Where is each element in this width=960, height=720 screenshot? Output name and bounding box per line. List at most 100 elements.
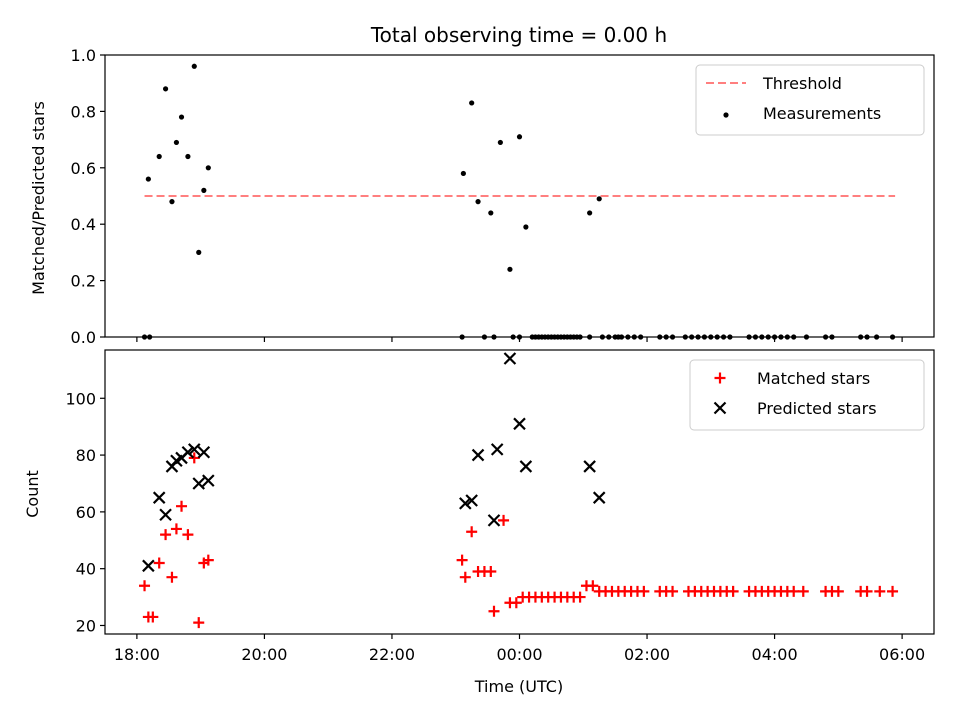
y-tick-label: 1.0 bbox=[71, 46, 96, 65]
data-point bbox=[185, 153, 191, 160]
data-point bbox=[788, 585, 800, 597]
data-point bbox=[188, 452, 200, 464]
data-point bbox=[503, 352, 517, 365]
data-point bbox=[205, 165, 211, 171]
y-tick-label: 0.0 bbox=[71, 328, 96, 347]
data-point bbox=[156, 153, 162, 160]
data-point bbox=[475, 199, 481, 205]
data-point bbox=[196, 249, 202, 255]
data-point bbox=[574, 591, 586, 603]
data-point bbox=[874, 585, 886, 597]
data-point bbox=[832, 585, 844, 597]
x-tick-label: 06:00 bbox=[879, 645, 925, 664]
data-point bbox=[488, 605, 500, 617]
data-point bbox=[460, 170, 466, 177]
data-point bbox=[187, 443, 201, 456]
legend-swatch bbox=[723, 112, 729, 118]
legend-box bbox=[695, 64, 925, 136]
data-point bbox=[456, 554, 468, 566]
x-axis-label: Time (UTC) bbox=[474, 677, 563, 696]
data-point bbox=[152, 491, 166, 504]
y-tick-label: 0.6 bbox=[71, 159, 96, 178]
data-point bbox=[583, 460, 596, 473]
data-point bbox=[485, 566, 497, 578]
data-point bbox=[469, 100, 475, 106]
data-point bbox=[192, 477, 206, 490]
x-tick-label: 20:00 bbox=[241, 645, 287, 664]
data-point bbox=[459, 497, 472, 510]
data-point bbox=[516, 134, 523, 140]
data-point bbox=[202, 554, 214, 566]
data-point bbox=[202, 474, 215, 487]
data-point bbox=[160, 529, 172, 541]
data-point bbox=[510, 597, 522, 609]
data-point bbox=[861, 585, 873, 597]
y-tick-label: 100 bbox=[65, 389, 96, 408]
data-point bbox=[176, 500, 188, 512]
data-point bbox=[162, 86, 169, 92]
x-tick-label: 00:00 bbox=[496, 645, 542, 664]
y-axis-label-ratio: Matched/Predicted stars bbox=[29, 101, 48, 295]
data-point bbox=[587, 580, 599, 592]
data-point bbox=[727, 585, 739, 597]
data-point bbox=[182, 529, 194, 541]
data-point bbox=[497, 139, 503, 146]
series-matched-stars bbox=[139, 452, 899, 629]
y-tick-label: 0.8 bbox=[71, 102, 96, 121]
plot-area-count bbox=[139, 352, 899, 629]
y-tick-label: 40 bbox=[76, 560, 96, 579]
data-point bbox=[193, 617, 205, 629]
data-point bbox=[197, 445, 211, 459]
legend-swatch bbox=[714, 372, 726, 384]
series-predicted-stars bbox=[142, 352, 606, 573]
data-point bbox=[498, 514, 510, 526]
data-point bbox=[667, 585, 679, 597]
y-tick-label: 80 bbox=[76, 446, 96, 465]
data-point bbox=[587, 210, 593, 216]
data-point bbox=[797, 585, 809, 597]
data-point bbox=[507, 266, 513, 272]
chart-title: Total observing time = 0.00 h bbox=[370, 23, 667, 47]
x-tick-label: 04:00 bbox=[752, 645, 798, 664]
data-point bbox=[466, 526, 478, 538]
data-point bbox=[487, 514, 501, 527]
data-point bbox=[170, 523, 182, 535]
y-tick-label: 20 bbox=[76, 616, 96, 635]
data-point bbox=[459, 571, 471, 583]
data-point bbox=[139, 580, 151, 592]
x-tick-label: 18:00 bbox=[114, 645, 160, 664]
data-point bbox=[159, 508, 172, 521]
panel-count: 20 40 60 80 100 18:00 20:00 22:00 00:00 02:00 04:0… bbox=[65, 349, 935, 664]
data-point bbox=[596, 196, 602, 202]
y-tick-label: 0.4 bbox=[71, 215, 96, 234]
x-tick-label: 02:00 bbox=[624, 645, 670, 664]
data-point bbox=[191, 63, 197, 69]
data-point bbox=[178, 114, 185, 120]
y-tick-label: 60 bbox=[76, 503, 96, 522]
legend-label: Threshold bbox=[762, 74, 842, 93]
data-point bbox=[471, 448, 485, 462]
y-tick-label: 0.2 bbox=[71, 272, 96, 291]
legend-count: Matched stars Predicted stars bbox=[689, 359, 925, 431]
data-point bbox=[519, 460, 533, 473]
data-point bbox=[201, 187, 207, 193]
data-point bbox=[181, 445, 195, 459]
data-point bbox=[153, 557, 165, 569]
legend-label: Predicted stars bbox=[757, 399, 877, 418]
legend-box bbox=[689, 359, 925, 431]
data-point bbox=[592, 491, 606, 504]
x-tick-label: 22:00 bbox=[369, 645, 415, 664]
data-point bbox=[169, 199, 175, 205]
data-point bbox=[523, 224, 529, 230]
data-point bbox=[173, 139, 180, 146]
data-point bbox=[638, 585, 650, 597]
y-axis-label-count: Count bbox=[23, 470, 42, 518]
panel-ratio: 0.0 0.2 0.4 0.6 0.8 1.0 Threshold Measurements bbox=[71, 46, 935, 347]
legend-label: Measurements bbox=[763, 104, 881, 123]
data-point bbox=[142, 559, 155, 573]
data-point bbox=[147, 611, 159, 623]
legend-label: Matched stars bbox=[757, 369, 870, 388]
data-point bbox=[490, 443, 504, 456]
data-point bbox=[166, 571, 178, 583]
